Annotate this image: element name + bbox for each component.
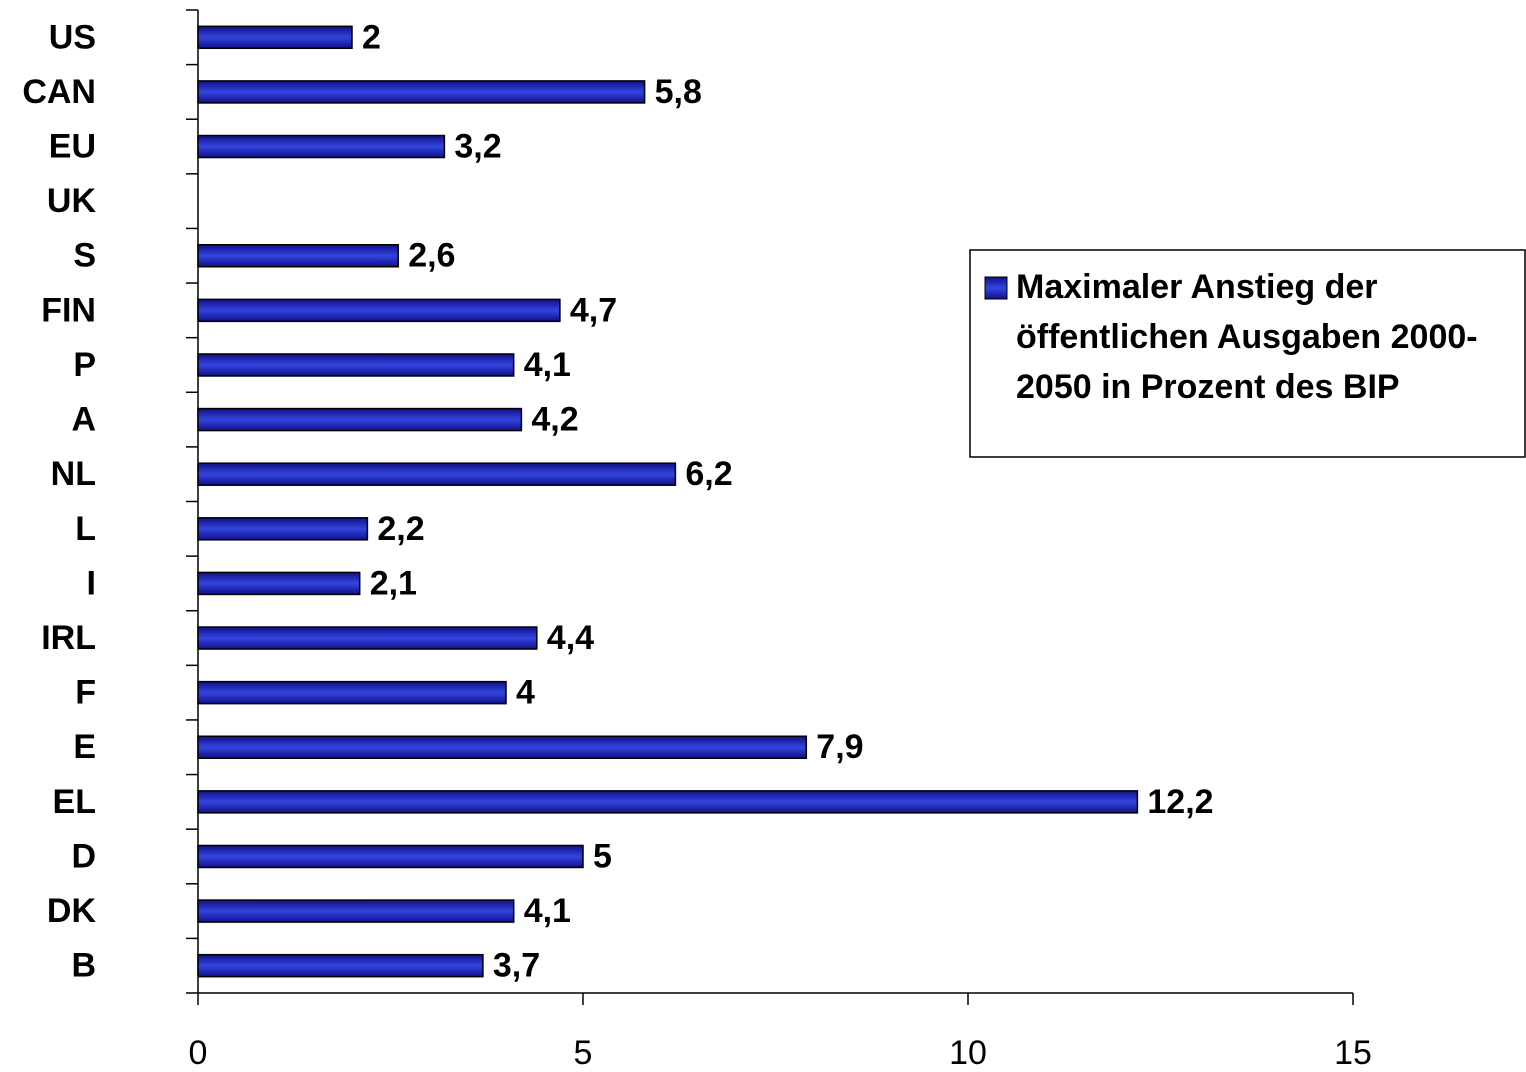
value-label: 4,1 [524,892,571,930]
y-tick-label: F [75,674,96,712]
y-tick-label: EL [53,783,96,821]
bar [197,680,507,705]
bar [197,626,538,650]
x-tick-label: 5 [574,1034,593,1072]
bar [197,80,646,104]
value-label: 4,7 [570,291,617,329]
y-tick-label: UK [47,182,97,220]
bar [197,244,399,268]
value-label: 2 [362,18,381,56]
bar [197,517,369,541]
legend-box [969,249,1526,458]
y-tick-label: E [73,728,96,766]
y-tick-label: B [71,947,96,985]
value-label: 5,8 [655,73,702,111]
bar [197,462,677,486]
bar [197,134,446,159]
bar [197,844,584,869]
bar [197,571,361,596]
value-label: 2,1 [370,564,417,602]
bar [197,407,523,432]
y-tick-label: L [75,510,96,548]
y-tick-label: IRL [41,619,96,657]
y-tick-label: EU [49,128,96,166]
legend-swatch [984,276,1008,300]
value-label: 7,9 [816,728,863,766]
y-tick-label: D [71,837,96,875]
bar [197,953,484,978]
value-label: 4,1 [524,346,571,384]
value-label: 4,4 [547,619,594,657]
value-label: 3,7 [493,947,540,985]
bar [197,735,808,759]
value-label: 6,2 [685,455,732,493]
x-tick-label: 15 [1334,1034,1372,1072]
y-tick-label: FIN [41,291,96,329]
bar [197,298,561,323]
value-label: 4,2 [531,401,578,439]
y-tick-label: CAN [22,73,96,111]
legend-label: Maximaler Anstieg der öffentlichen Ausga… [1016,268,1478,406]
y-tick-label: I [87,564,96,602]
x-tick-label: 10 [949,1034,987,1072]
y-tick-label: US [49,18,96,56]
y-tick-label: NL [51,455,96,493]
value-label: 2,2 [377,510,424,548]
legend-item: Maximaler Anstieg der öffentlichen Ausga… [1016,268,1478,406]
y-tick-label: A [71,401,96,439]
y-tick-label: S [73,237,96,275]
bar [197,899,515,923]
value-label: 12,2 [1147,783,1213,821]
bar [197,790,1139,814]
value-label: 5 [593,837,612,875]
value-label: 2,6 [408,237,455,275]
x-tick-label: 0 [189,1034,208,1072]
y-tick-label: DK [47,892,97,930]
bar [197,353,515,377]
y-tick-label: P [73,346,96,384]
bar [197,25,353,50]
value-label: 3,2 [454,128,501,166]
value-label: 4 [516,674,535,712]
